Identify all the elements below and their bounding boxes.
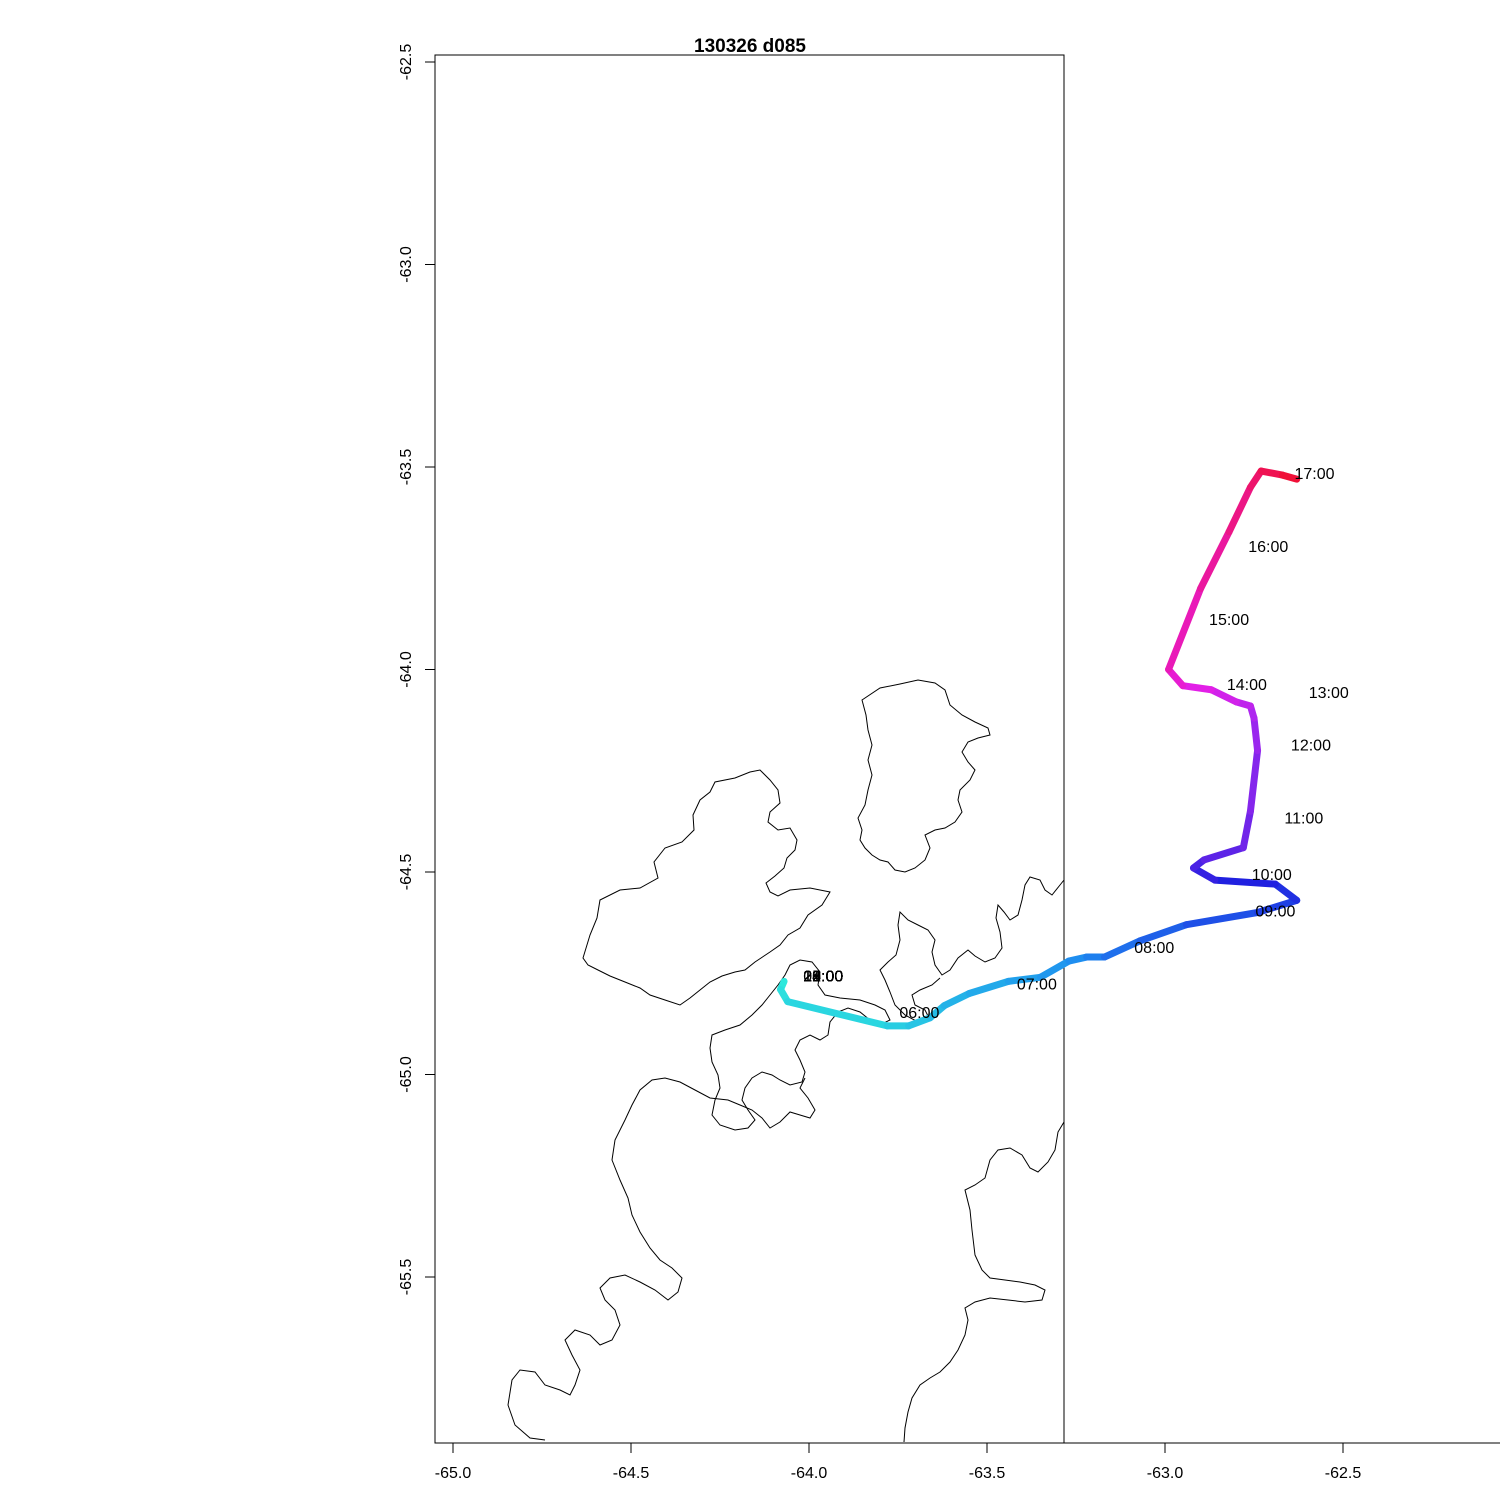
- track-segment: [1246, 747, 1262, 815]
- time-label: 13:00: [1309, 685, 1349, 702]
- coastline-mainland-south: [507, 1077, 816, 1441]
- coastline-mainland-east: [879, 876, 1065, 1023]
- track-segment: [1278, 471, 1301, 483]
- track-segment: [1036, 957, 1073, 981]
- track-segment: [1211, 876, 1279, 888]
- track-segment: [1197, 528, 1233, 592]
- plot-frame: [434, 54, 1065, 1444]
- coastline-brabant-island: [582, 769, 831, 1006]
- track-segment: [1189, 864, 1219, 884]
- y-tick-label: -65.0: [398, 1056, 415, 1093]
- track-segment: [1182, 909, 1262, 929]
- track-segment: [1257, 467, 1286, 479]
- y-tick-label: -65.5: [398, 1259, 415, 1296]
- coastlines: [507, 679, 1065, 1443]
- track-segment: [1239, 807, 1254, 852]
- x-tick-label: -64.0: [791, 1465, 828, 1482]
- time-label: 07:00: [1017, 976, 1057, 993]
- track-segment: [965, 977, 1012, 997]
- track-segment: [1200, 844, 1247, 864]
- time-label: 18:00: [803, 968, 843, 985]
- track-segment: [1271, 880, 1301, 904]
- x-tick-label: -63.0: [1147, 1465, 1184, 1482]
- x-axis: -65.0-64.5-64.0-63.5-63.0-62.5-62.0: [435, 1442, 1500, 1482]
- coastline-south-east: [903, 1121, 1065, 1443]
- track-segment: [1207, 686, 1240, 706]
- time-label: 06:00: [899, 1005, 939, 1022]
- time-label: 17:00: [1294, 466, 1334, 483]
- track-segment: [940, 990, 973, 1010]
- track-segment: [784, 998, 891, 1030]
- y-tick-label: -64.5: [398, 854, 415, 891]
- coastline-peninsula-mid: [709, 959, 891, 1131]
- time-labels: 06:00 07:00 08:00 09:00 10:00 11:00 12:00 13:00…: [803, 466, 1349, 1022]
- track-segment: [1254, 896, 1301, 916]
- x-tick-label: -65.0: [435, 1465, 472, 1482]
- track-segment: [1004, 973, 1044, 985]
- time-label: 08:00: [1134, 940, 1174, 957]
- time-label: 22:00: [803, 968, 843, 985]
- time-label: 12:00: [1291, 738, 1331, 755]
- time-label: 05:00: [803, 968, 843, 985]
- track-segment: [1165, 585, 1205, 673]
- track-segment: [1100, 937, 1144, 961]
- time-label: 11:00: [1284, 810, 1323, 827]
- track-segment: [1165, 666, 1187, 690]
- track-segment: [905, 1014, 934, 1030]
- y-tick-label: -63.5: [398, 449, 415, 486]
- time-label: 20:00: [803, 968, 843, 985]
- time-label: 10:00: [1252, 867, 1292, 884]
- track-segment: [1250, 714, 1262, 754]
- y-tick-label: -64.0: [398, 651, 415, 688]
- track-segment: [1136, 921, 1190, 945]
- coastline-east-island: [857, 679, 991, 873]
- y-tick-label: -63.0: [398, 246, 415, 283]
- time-label: 09:00: [1255, 904, 1295, 921]
- time-label: 16:00: [1248, 539, 1288, 556]
- x-tick-label: -64.5: [613, 1465, 650, 1482]
- track-segment: [1225, 483, 1254, 536]
- chart-title: 130326 d085: [694, 36, 806, 57]
- time-label: 21:00: [803, 968, 843, 985]
- x-tick-label: -62.5: [1325, 1465, 1362, 1482]
- y-axis: -62.5 -63.0 -63.5 -64.0 -64.5 -65.0 -65.5: [398, 44, 436, 1296]
- x-tick-label: -63.5: [969, 1465, 1006, 1482]
- y-tick-label: -62.5: [398, 44, 415, 81]
- track-segment: [1179, 682, 1215, 694]
- plot-border: [434, 54, 1065, 1444]
- time-label: 15:00: [1209, 612, 1249, 629]
- time-label: 23:00: [803, 968, 843, 985]
- time-label: 24:00: [803, 968, 843, 985]
- ship-track: [777, 467, 1301, 1030]
- time-label: 14:00: [1227, 677, 1267, 694]
- time-label: 19:00: [803, 968, 843, 985]
